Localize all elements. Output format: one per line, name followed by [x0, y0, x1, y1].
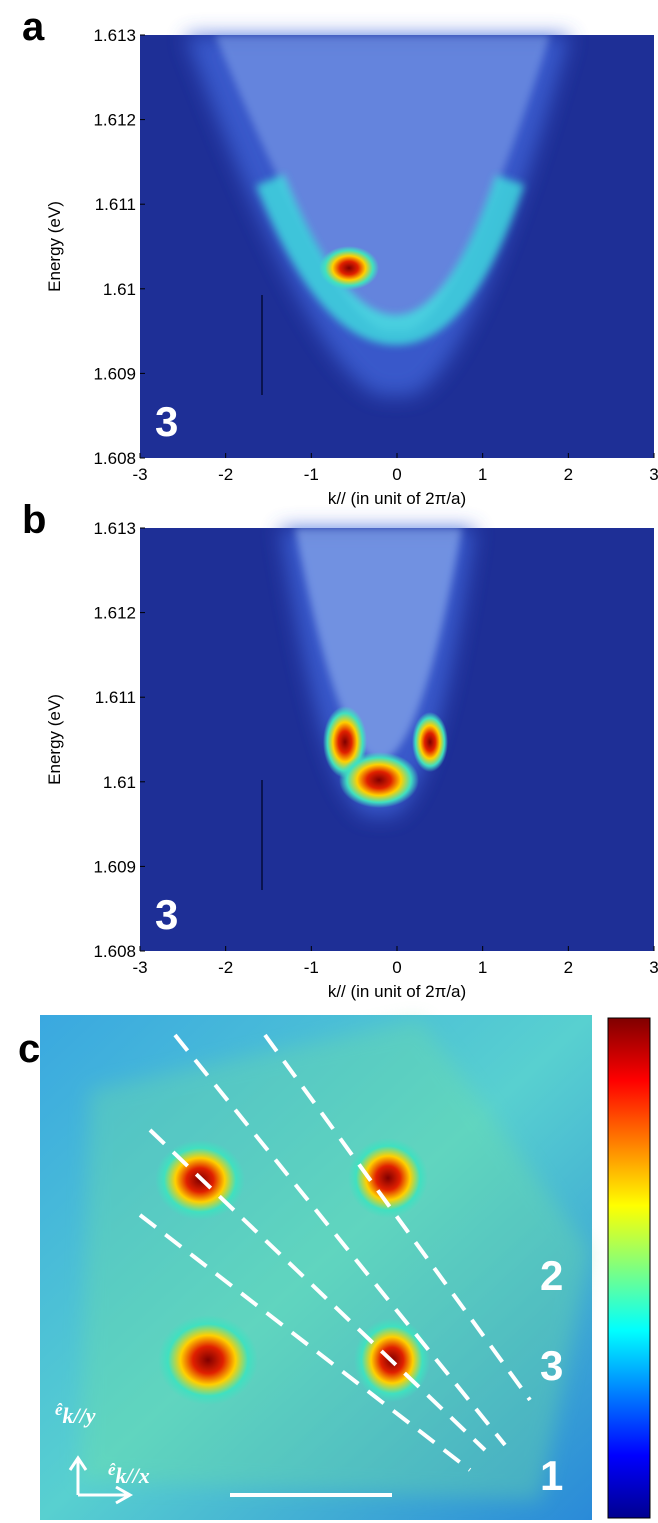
x-tick-label: -1	[304, 958, 319, 977]
x-tick-label: 2	[564, 958, 573, 977]
y-tick-label: 1.611	[95, 195, 136, 214]
x-tick-label: 0	[392, 465, 401, 484]
y-tick-label: 1.612	[93, 604, 136, 623]
panel-label: c	[18, 1027, 40, 1071]
y-tick-label: 1.609	[93, 857, 136, 876]
x-axis-label: k// (in unit of 2π/a)	[328, 489, 466, 508]
x-tick-label: 3	[649, 465, 658, 484]
axis-vector: êk//x	[108, 1460, 150, 1488]
y-axis-label: Energy (eV)	[45, 201, 64, 292]
x-tick-label: -2	[218, 958, 233, 977]
heatmap-a	[140, 35, 654, 458]
x-tick-label: 2	[564, 465, 573, 484]
x-axis-label: k// (in unit of 2π/a)	[328, 982, 466, 1001]
y-tick-label: 1.608	[93, 942, 136, 961]
vector-subscript: k//x	[116, 1463, 150, 1488]
x-tick-label: -3	[132, 958, 147, 977]
x-tick-label: -3	[132, 465, 147, 484]
x-tick-label: 3	[649, 958, 658, 977]
y-tick-label: 1.61	[103, 280, 136, 299]
heatmap-b	[140, 528, 654, 951]
x-tick-label: -1	[304, 465, 319, 484]
x-tick-label: 0	[392, 958, 401, 977]
y-tick-label: 1.609	[93, 364, 136, 383]
x-tick-label: -2	[218, 465, 233, 484]
y-tick-label: 1.613	[93, 26, 136, 45]
vector-subscript: k//y	[63, 1403, 96, 1428]
x-tick-label: 1	[478, 958, 487, 977]
y-tick-label: 1.613	[93, 519, 136, 538]
x-tick-label: 1	[478, 465, 487, 484]
panel-label: b	[22, 498, 46, 542]
annotation: 3	[155, 891, 178, 938]
map-c	[40, 1015, 651, 1520]
annotation: 3	[155, 398, 178, 445]
line-label: 1	[540, 1452, 563, 1499]
y-tick-label: 1.611	[95, 688, 136, 707]
line-label: 3	[540, 1342, 563, 1389]
y-tick-label: 1.608	[93, 449, 136, 468]
y-tick-label: 1.61	[103, 773, 136, 792]
line-label: 2	[540, 1252, 563, 1299]
vector-symbol: ê	[108, 1460, 116, 1479]
axis-vector: êk//y	[55, 1400, 96, 1428]
y-axis-label: Energy (eV)	[45, 694, 64, 785]
panel-label: a	[22, 5, 45, 49]
y-tick-label: 1.612	[93, 111, 136, 130]
vector-symbol: ê	[55, 1400, 63, 1419]
